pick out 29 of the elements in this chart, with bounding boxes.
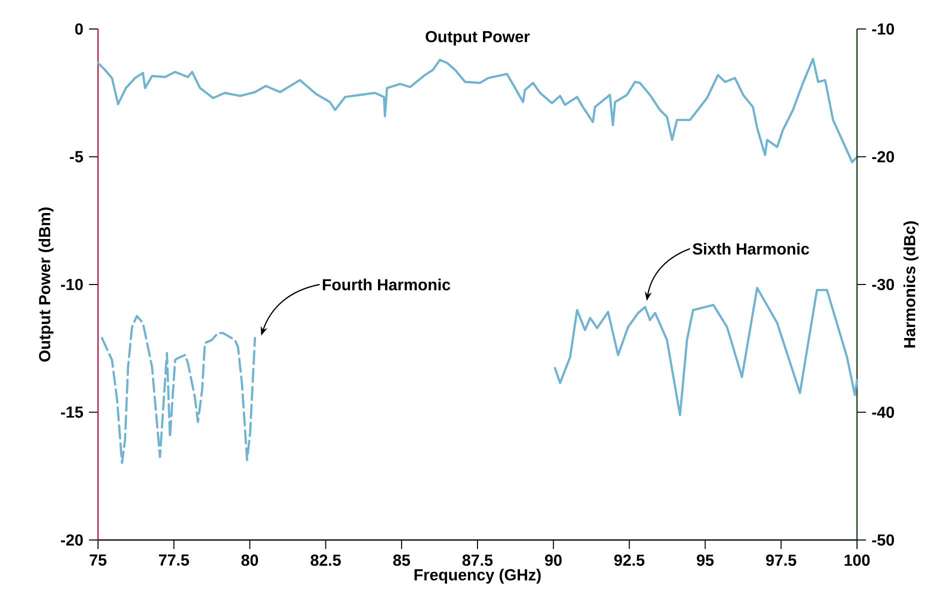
y2-tick-label: -20 <box>872 151 894 162</box>
x-tick-label: 92.5 <box>614 554 644 566</box>
y-tick-label: -10 <box>60 278 83 290</box>
y-tick-label: -15 <box>60 406 84 418</box>
x-tick-label: 97.5 <box>766 554 796 566</box>
line-series <box>100 314 256 464</box>
y-tick-label: -20 <box>60 534 83 546</box>
x-tick-label: 80 <box>241 554 258 566</box>
x-tick-label: 82.5 <box>310 554 341 566</box>
y-axis-title: Output Power (dBm) <box>38 208 54 362</box>
y2-axis-title: Harmonics (dBc) <box>904 221 918 348</box>
x-tick-label: 77.5 <box>159 554 190 566</box>
x-axis-title: Frequency (GHz) <box>414 568 541 584</box>
y2-tick-label: -30 <box>872 278 894 290</box>
x-tick-label: 95 <box>696 554 714 566</box>
x-tick-label: 75 <box>90 554 106 566</box>
y2-tick-label: -40 <box>872 406 894 418</box>
text: Fourth Harmonic <box>322 278 450 290</box>
x-tick-label: 100 <box>844 554 870 566</box>
x-tick-label: 87.5 <box>462 554 493 566</box>
chart-title: Output Power <box>426 30 530 46</box>
x-tick-label: 90 <box>545 554 562 566</box>
y2-tick-label: -50 <box>872 534 894 546</box>
x-tick-label: 85 <box>393 554 410 566</box>
y-tick-label: -5 <box>70 151 84 162</box>
y-tick-label: 0 <box>75 23 83 35</box>
y2-tick-label: -10 <box>872 23 894 35</box>
line-series <box>554 286 858 416</box>
text: Sixth Harmonic <box>692 242 810 255</box>
